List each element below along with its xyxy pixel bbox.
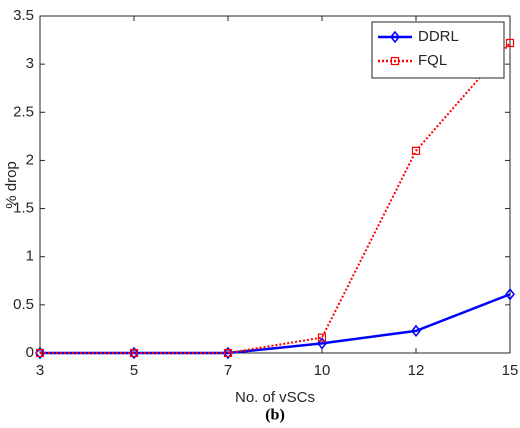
marker [223, 348, 233, 358]
y-tick-label: 2 [26, 151, 34, 168]
marker [317, 333, 327, 342]
marker [505, 38, 515, 48]
marker [223, 346, 233, 360]
marker [129, 348, 139, 358]
marker [411, 324, 421, 338]
marker [317, 337, 327, 350]
x-tick-label: 5 [130, 362, 138, 379]
marker [129, 346, 139, 360]
y-tick-label: 2.5 [13, 103, 34, 120]
y-tick-label: 1.5 [13, 200, 34, 217]
legend-label: FQL [418, 52, 447, 69]
x-tick-label: 12 [408, 362, 425, 379]
x-tick-label: 15 [502, 362, 519, 379]
marker [390, 56, 400, 66]
caption: (b) [265, 407, 285, 424]
y-tick-label: 1 [26, 248, 34, 265]
marker [35, 346, 45, 360]
x-tick-label: 3 [36, 362, 44, 379]
marker [390, 30, 400, 44]
marker [505, 288, 515, 301]
marker [35, 348, 45, 358]
y-tick-label: 0 [26, 344, 34, 361]
y-tick-label: 3 [26, 55, 34, 72]
legend-label: DDRL [418, 28, 459, 45]
marker [411, 146, 421, 155]
x-tick-label: 7 [224, 362, 232, 379]
y-axis-label: % drop [3, 161, 20, 209]
x-axis-label: No. of vSCs [235, 389, 315, 406]
y-tick-label: 3.5 [13, 7, 34, 24]
x-tick-label: 10 [314, 362, 331, 379]
line [40, 293, 511, 355]
legend-box [371, 21, 505, 79]
y-tick-label: 0.5 [13, 296, 34, 313]
line [40, 42, 511, 354]
